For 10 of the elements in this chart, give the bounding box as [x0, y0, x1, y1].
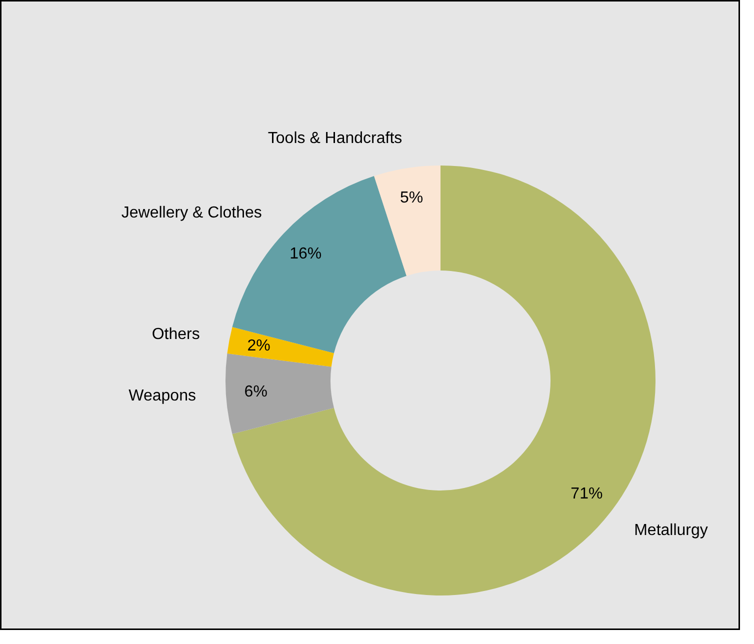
data-label: 16% — [290, 245, 322, 262]
slice-label: Others — [152, 326, 200, 344]
slice-label: Tools & Handcrafts — [268, 130, 402, 148]
slice-label: Weapons — [128, 387, 196, 404]
data-label: 2% — [247, 337, 270, 354]
data-label: 71% — [570, 485, 603, 502]
slice-label: Jewellery & Clothes — [121, 204, 262, 222]
data-label: 6% — [244, 384, 268, 401]
slice-label: Metallurgy — [634, 522, 708, 540]
data-label: 5% — [400, 189, 424, 206]
